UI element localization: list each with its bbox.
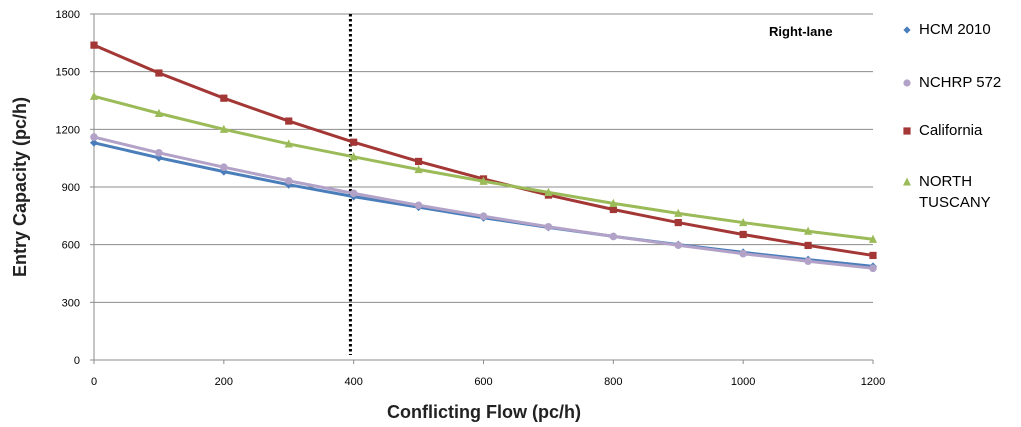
data-point-triangle xyxy=(674,208,683,217)
data-point-square xyxy=(674,218,682,227)
y-tick-label: 1200 xyxy=(56,124,80,136)
x-tick-label: 600 xyxy=(474,376,492,388)
data-point-triangle xyxy=(154,108,164,117)
data-point-square xyxy=(350,138,358,146)
data-point-square xyxy=(903,127,911,135)
data-point-circle xyxy=(544,222,553,231)
series-north-tuscany xyxy=(89,91,878,243)
data-point-square xyxy=(285,117,293,125)
legend-label: NCHRP 572 xyxy=(919,74,1001,91)
data-point-circle xyxy=(804,257,812,265)
data-point-square xyxy=(609,205,617,214)
x-tick-label: 200 xyxy=(215,376,233,388)
x-tick-label: 1000 xyxy=(731,376,755,388)
data-point-triangle xyxy=(903,177,911,186)
series-nchrp-572 xyxy=(90,133,877,273)
legend-label: NORTH xyxy=(919,173,972,190)
data-point-triangle xyxy=(284,139,293,148)
y-tick-labels: 0 300 600 900 1200 1500 1800 xyxy=(56,9,80,367)
chart-annotation: Right-lane xyxy=(769,24,833,39)
data-point-triangle xyxy=(414,164,423,174)
x-tick-labels: 0 200 400 600 800 1000 1200 xyxy=(91,376,885,388)
data-point-square xyxy=(155,69,163,77)
y-tick-label: 300 xyxy=(62,297,80,309)
data-point-triangle xyxy=(219,124,228,133)
data-point-circle xyxy=(155,148,163,157)
y-axis-title: Entry Capacity (pc/h) xyxy=(10,97,30,277)
data-point-circle xyxy=(609,232,618,241)
data-point-circle xyxy=(869,264,877,273)
y-tick-label: 600 xyxy=(62,240,80,252)
data-point-square xyxy=(414,157,423,166)
series-group xyxy=(89,41,878,273)
x-axis-title: Conflicting Flow (pc/h) xyxy=(387,402,581,422)
data-point-square xyxy=(804,241,812,250)
data-point-circle xyxy=(349,189,358,198)
x-tick-label: 0 xyxy=(91,376,97,388)
legend-item-nchrp-572: NCHRP 572 xyxy=(903,74,1001,91)
data-point-triangle xyxy=(479,176,488,185)
x-tick-label: 800 xyxy=(604,376,622,388)
legend-label: HCM 2010 xyxy=(919,21,991,38)
y-tick-label: 1500 xyxy=(56,67,80,79)
data-point-square xyxy=(869,251,877,260)
data-point-triangle xyxy=(609,198,618,207)
data-point-circle xyxy=(479,212,488,221)
x-tick-label: 1200 xyxy=(861,376,885,388)
series-hcm-2010 xyxy=(90,138,877,271)
legend-item-california: California xyxy=(903,122,983,139)
data-point-triangle xyxy=(803,226,813,235)
data-point-circle xyxy=(220,163,228,172)
y-tick-label: 900 xyxy=(62,182,80,194)
y-tick-label: 1800 xyxy=(56,9,80,21)
gridlines xyxy=(94,13,873,303)
x-tick-label: 400 xyxy=(344,376,362,388)
legend-item-hcm-2010: HCM 2010 xyxy=(903,21,991,38)
data-point-square xyxy=(220,94,228,102)
data-point-circle xyxy=(414,201,423,210)
data-point-diamond xyxy=(903,26,911,34)
data-point-triangle xyxy=(868,234,878,243)
data-point-diamond xyxy=(90,138,98,147)
data-point-circle xyxy=(284,177,293,185)
legend-label: California xyxy=(919,122,983,139)
legend-label: TUSCANY xyxy=(919,194,991,211)
series-california xyxy=(90,41,877,260)
data-point-square xyxy=(739,230,747,239)
data-point-triangle xyxy=(89,91,99,100)
data-point-circle xyxy=(903,79,911,87)
data-point-triangle xyxy=(349,152,358,161)
data-point-triangle xyxy=(739,217,748,227)
data-point-triangle xyxy=(544,187,553,196)
data-point-circle xyxy=(674,241,683,250)
series-line xyxy=(93,141,874,268)
data-point-circle xyxy=(90,133,98,141)
legend: HCM 2010 NCHRP 572 California NORTH TUSCANY xyxy=(903,21,1001,211)
legend-item-north-tuscany: NORTH TUSCANY xyxy=(903,173,991,211)
series-line xyxy=(93,135,874,270)
data-point-circle xyxy=(739,249,747,258)
y-tick-label: 0 xyxy=(74,355,80,367)
data-point-square xyxy=(90,41,98,49)
axes xyxy=(90,13,874,364)
